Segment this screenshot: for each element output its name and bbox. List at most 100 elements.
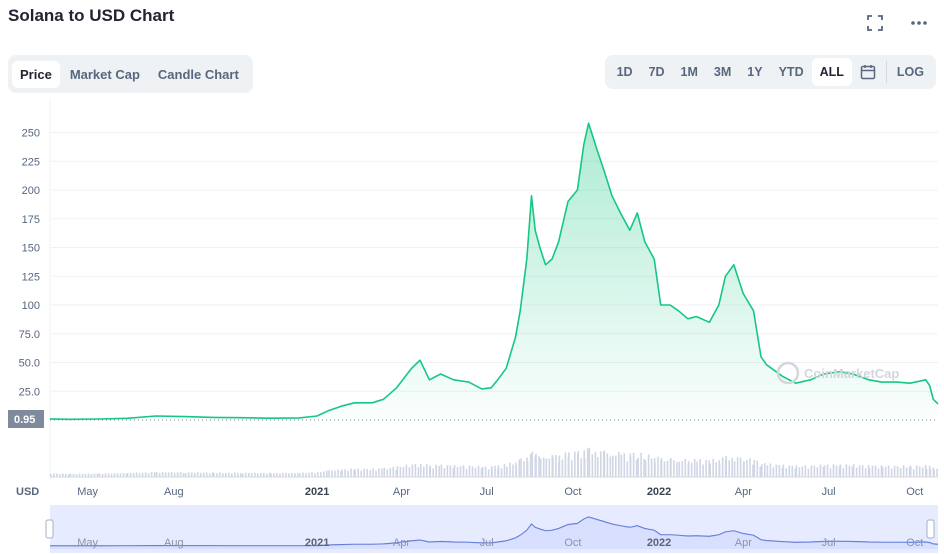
volume-bar [813,465,816,477]
volume-bar [477,465,480,477]
volume-bar [693,458,696,477]
volume-bar [887,465,890,477]
volume-bar [170,472,173,477]
volume-bar [344,469,346,477]
volume-bar [273,473,275,477]
navigator-area [50,517,938,549]
volume-bar [363,468,365,477]
current-price-badge: 0.95 [8,410,44,428]
volume-bar [462,465,465,477]
volume-bar [254,472,256,477]
volume-bar [323,471,325,477]
y-axis: 25.0 50.0 75.0 100 125 150 175 200 225 250 [19,128,40,399]
volume-bar [708,460,710,477]
volume-bar [690,462,693,477]
navigator-right-handle[interactable] [926,519,935,539]
range-1y-button[interactable]: 1Y [747,65,763,79]
volume-bar [193,473,196,477]
volume-bar [823,465,826,477]
volume-bar [167,472,170,477]
volume-bar [775,464,778,477]
volume-bar [285,473,287,477]
volume-bar [372,468,374,477]
volume-bar [657,456,659,477]
volume-bar [320,472,322,477]
toolbar-divider [885,61,887,83]
volume-bar [929,469,932,477]
volume-bar [491,467,493,477]
volume-bar [603,450,606,477]
volume-bar [184,473,187,477]
volume-bar [497,465,500,477]
volume-bar [893,465,896,477]
volume-bar [606,453,609,477]
price-chart[interactable]: 25.0 50.0 75.0 100 125 150 175 200 225 250 0.95 C… [0,100,944,554]
volume-bar [429,465,431,477]
volume-bar [426,464,428,477]
navigator-tick-label: Jul [480,537,494,549]
volume-bar [144,472,147,477]
volume-bar [69,473,72,477]
volume-bar [766,465,769,477]
volume-bar [98,473,101,477]
volume-bar [294,473,296,477]
navigator-left-handle[interactable] [45,519,54,539]
volume-bar [231,473,233,477]
volume-bar [269,472,271,477]
volume-bar [381,468,383,477]
tab-candle-chart[interactable]: Candle Chart [157,66,239,82]
volume-bar [474,468,477,477]
volume-bar [635,459,638,477]
volume-bar [366,469,368,477]
volume-bar [357,468,359,477]
range-1d-button[interactable]: 1D [616,65,633,79]
volume-bar [225,472,227,477]
range-all-button[interactable]: ALL [811,58,852,86]
volume-bar [386,469,389,477]
volume-bar [90,474,93,477]
volume-bar [925,468,928,477]
range-7d-button[interactable]: 7D [648,65,665,79]
volume-bar [781,467,784,477]
volume-bar [288,473,290,477]
range-navigator[interactable]: May Aug 2021 Apr Jul Oct 2022 Apr Jul Oct [45,505,939,553]
volume-bar [574,451,576,477]
log-scale-button[interactable]: LOG [896,65,924,79]
volume-bar [173,472,176,477]
volume-bar [924,465,927,477]
more-horizontal-icon[interactable] [908,12,930,34]
navigator-tick-label: 2022 [647,537,671,549]
volume-bar [600,451,602,477]
volume-bar [147,473,150,477]
volume-bar [764,463,766,477]
navigator-tick-label: Apr [393,537,410,549]
volume-bar [234,472,236,477]
volume-bar [912,469,915,477]
x-tick-label: Apr [735,486,752,498]
range-ytd-button[interactable]: YTD [778,65,804,79]
volume-bar [699,459,701,477]
volume-bar [561,459,564,477]
volume-bar [647,454,650,477]
volume-bar [832,464,835,477]
volume-bar [778,464,781,477]
tab-price[interactable]: Price [12,60,60,88]
volume-bar [538,456,540,477]
volume-bar [858,465,861,477]
volume-bar [62,473,64,477]
expand-icon[interactable] [864,12,886,34]
volume-bar [216,473,218,477]
range-3m-button[interactable]: 3M [713,65,732,79]
x-tick-label: 2021 [305,486,329,498]
volume-bar [746,459,748,477]
y-tick-label: 50.0 [19,358,40,370]
volume-bar [328,470,330,477]
range-1m-button[interactable]: 1M [680,65,698,79]
tab-market-cap[interactable]: Market Cap [69,66,140,82]
volume-bar [308,472,310,477]
volume-bar [135,472,138,477]
volume-bar [852,464,855,477]
volume-bar [378,468,380,477]
calendar-icon[interactable] [852,64,884,80]
volume-bar [465,468,468,477]
